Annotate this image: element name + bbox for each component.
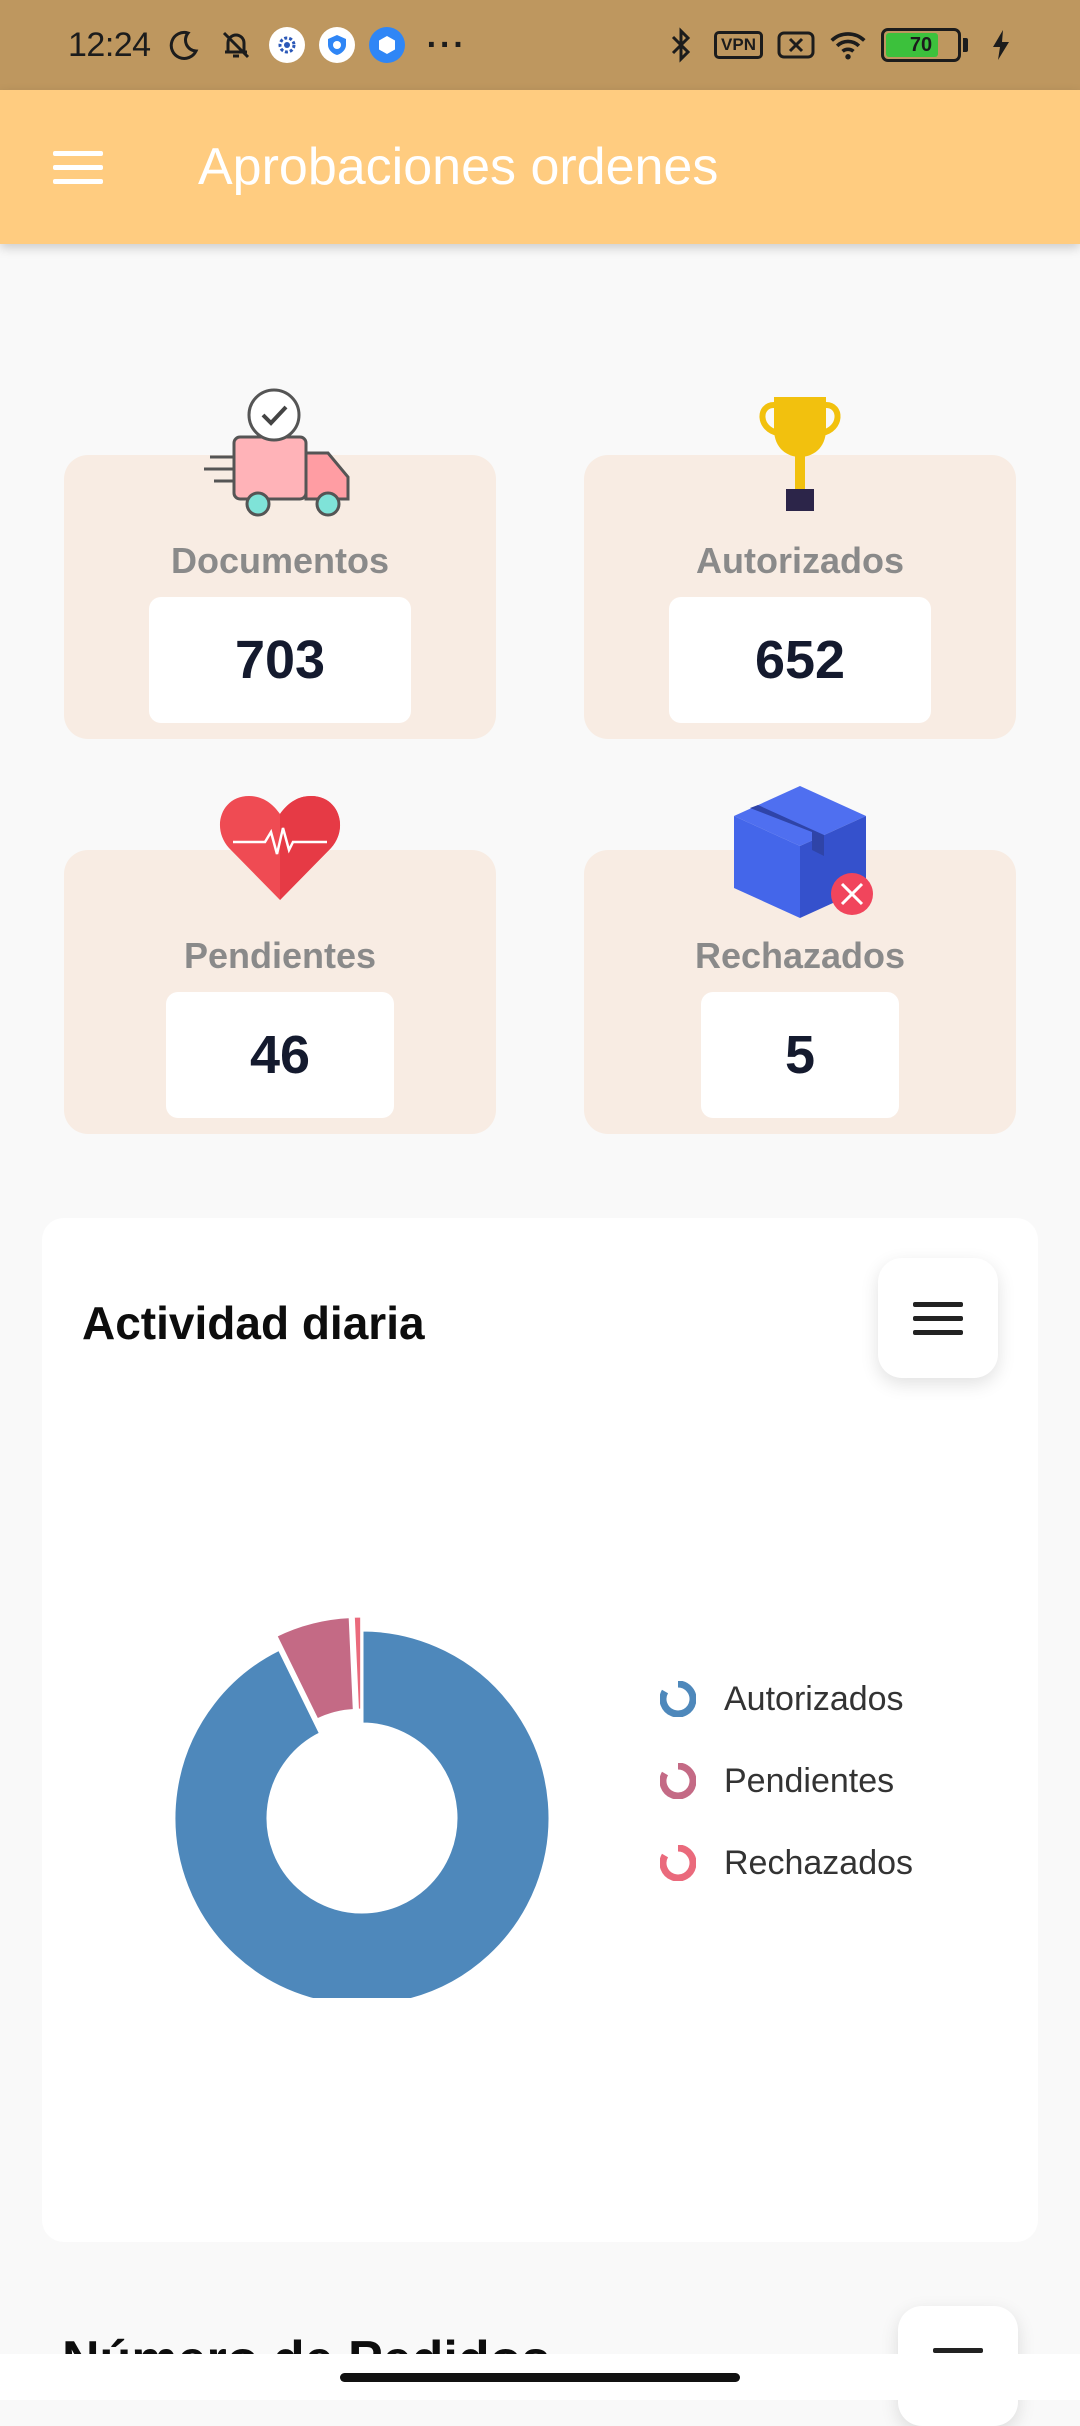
legend-item-pendientes[interactable]: Pendientes [660,1740,913,1822]
stat-value: 703 [234,630,326,690]
hamburger-menu-icon [933,2348,983,2353]
hamburger-menu-icon [913,1301,963,1307]
trophy-icon [750,389,850,524]
stat-label: Rechazados [694,935,906,976]
donut-slice-autorizados[interactable] [172,1628,552,1998]
donut-marker-icon [660,1763,696,1799]
status-bar-right: VPN 70 [662,26,1020,64]
status-bar: 12:24 ··· VPN 70 [0,0,1080,90]
stat-label: Autorizados [695,540,904,581]
stat-value: 46 [249,1025,311,1085]
battery-cap [963,38,968,52]
donut-chart [172,1614,552,1998]
more-notifications-icon: ··· [426,25,467,64]
stat-label: Documentos [170,540,390,581]
delivery-truck-icon [200,387,360,532]
stat-card-documentos[interactable]: Documentos 703 [64,388,496,739]
system-nav-bar [0,2354,1080,2400]
battery-fill [886,33,938,57]
chart-title: Actividad diaria [82,1297,425,1349]
shield-app-icon [318,27,355,63]
donut-slice-rechazados[interactable] [351,1614,364,1712]
vpn-indicator: VPN [714,31,763,59]
rejected-box-icon [720,772,880,937]
legend-item-autorizados[interactable]: Autorizados [660,1658,913,1740]
stat-value-box: 703 [149,597,411,723]
stat-label: Pendientes [183,935,377,976]
stat-card-autorizados[interactable]: Autorizados 652 [584,397,1016,739]
heart-pulse-icon [215,788,345,913]
bluetooth-icon [662,26,700,64]
moon-icon [165,26,203,64]
stat-value: 652 [754,630,846,690]
app-bar: Aprobaciones ordenes [0,90,1080,244]
stat-card-rechazados[interactable]: Rechazados 5 [584,786,1016,1134]
donut-slice-pendientes[interactable] [273,1615,356,1723]
chart-legend: Autorizados Pendientes Rechazados [660,1658,913,1904]
stat-value-box: 5 [701,992,899,1118]
wifi-icon [829,26,867,64]
home-indicator[interactable] [340,2373,740,2382]
donut-marker-icon [660,1845,696,1881]
legend-label: Pendientes [724,1761,895,1800]
chart-menu-button[interactable] [878,1258,998,1378]
battery-level: 70 [909,33,933,56]
legend-label: Rechazados [724,1843,914,1882]
chart-card: Actividad diaria Autorizados Pendientes Re… [42,1218,1038,2242]
hexagon-app-icon [368,27,405,63]
charging-bolt-icon [982,26,1020,64]
no-sim-icon [777,26,815,64]
legend-item-rechazados[interactable]: Rechazados [660,1822,913,1904]
muted-bell-icon [217,26,255,64]
battery-indicator: 70 [881,28,961,62]
stat-value: 5 [784,1025,816,1085]
stat-card-pendientes[interactable]: Pendientes 46 [64,796,496,1134]
page-title: Aprobaciones ordenes [198,138,719,196]
stat-value-box: 46 [166,992,394,1118]
donut-marker-icon [660,1681,696,1717]
legend-label: Autorizados [724,1679,904,1718]
status-time: 12:24 [68,25,151,64]
stat-value-box: 652 [669,597,931,723]
settings-app-icon [268,27,305,63]
status-bar-left: 12:24 ··· [68,26,467,65]
hamburger-menu-icon[interactable] [28,117,128,217]
